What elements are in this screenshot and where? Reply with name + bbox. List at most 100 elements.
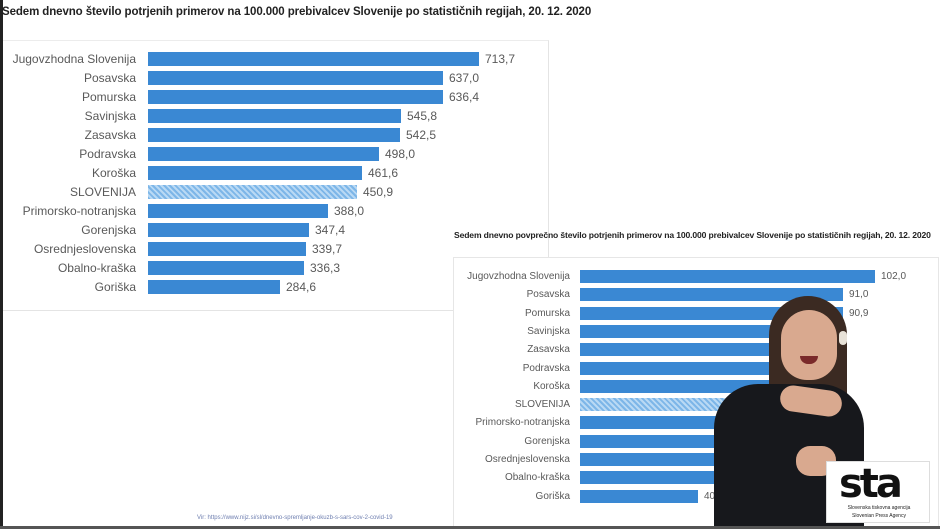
region-bar [148,280,280,294]
region-bar [580,434,723,448]
chart-row: Gorenjska [454,434,729,448]
region-bar [580,288,843,302]
chart-row: SLOVENIJA 450,9 [0,185,393,199]
category-label: Pomurska [524,307,570,319]
chart-row: Obalno-kraška48, [454,471,739,485]
category-label: Podravska [79,147,136,161]
region-bar [580,489,698,503]
national-average-bar [148,185,357,199]
region-bar [580,379,771,393]
chart-row: Primorsko-notranjska 388,0 [0,204,364,218]
value-label: 102,0 [881,271,907,282]
region-bar [148,147,379,161]
chart-row: Savinjska [454,324,812,338]
value-label: 498,0 [385,147,416,161]
value-label: 40,7 [704,491,723,502]
value-label: 284,6 [286,280,317,294]
region-bar [148,128,400,142]
chart-row: Koroška 461,6 [0,166,398,180]
value-label: 545,8 [407,109,438,123]
category-label: Osrednjeslovenska [484,454,570,465]
chart-row: Podravska [454,361,792,375]
chart-row: Zasavska 542,5 [0,128,436,142]
chart-row: Koroška [454,379,777,393]
category-label: Primorsko-notranjska [475,417,570,429]
chart-row: Osrednjeslovenska48, [454,453,740,466]
region-bar [148,166,362,180]
region-bar [580,416,740,430]
chart-row: Gorenjska 347,4 [0,223,345,237]
sta-logo-line1: Slovenska tiskovna agencija [847,505,911,511]
value-label: 388,0 [334,204,365,218]
region-bar [148,223,309,237]
region-bar [580,324,806,338]
category-label: Jugovzhodna Slovenija [467,271,570,282]
value-label: 713,7 [485,52,516,66]
value-label: 636,4 [449,90,480,104]
region-bar [148,261,304,275]
chart1-panel [3,40,549,311]
region-bar [148,204,328,218]
region-bar [148,52,479,66]
category-label: Zasavska [84,128,136,142]
chart-row: Primorsko-notranjska [454,416,746,430]
value-label: 347,4 [315,223,346,237]
chart-row: Goriška 284,6 [0,280,316,294]
value-label: 542,5 [406,128,437,142]
chart-row: Posavska 91,0 [454,288,869,302]
category-label: Gorenjska [524,435,570,447]
interpreter-mouth [800,356,818,364]
category-label: Obalno-kraška [504,472,570,484]
category-label: Primorsko-notranjska [22,204,136,218]
region-bar [148,90,443,104]
source-note: Vir: https://www.nijz.si/sl/dnevno-sprem… [197,515,393,521]
category-label: Posavska [526,289,570,301]
video-frame-edge [0,0,3,529]
region-bar [148,242,306,256]
sta-logo-line2: Slovenian Press Agency [852,513,906,519]
category-label: Koroška [91,166,136,180]
category-label: Savinjska [527,325,570,337]
value-label: 336,3 [310,261,341,275]
category-label: Obalno-kraška [57,261,136,275]
category-label: Savinjska [84,109,136,123]
category-label: Pomurska [81,90,136,104]
category-label: Goriška [94,280,136,294]
value-label: 461,6 [368,166,399,180]
category-label: Koroška [533,380,570,392]
region-bar [580,361,786,375]
sta-logo: sta Slovenska tiskovna agencija Slovenia… [826,461,930,523]
category-label: SLOVENIJA [514,399,570,411]
chart-row: Pomurska 636,4 [0,90,479,104]
chart-row: Obalno-kraška 336,3 [0,261,340,275]
region-bar [580,471,719,485]
category-label: SLOVENIJA [69,185,136,199]
interpreter-face [781,310,837,380]
chart-row: Jugovzhodna Slovenija 713,7 [0,52,515,66]
sta-logo-mark: sta [839,461,903,507]
chart1-bar-chart: Jugovzhodna Slovenija 713,7 Posavska 637,0 P… [0,52,546,302]
category-label: Osrednjeslovenska [33,242,136,256]
headset-icon [839,331,847,345]
category-label: Posavska [83,71,136,85]
value-label: 637,0 [449,71,480,85]
category-label: Gorenjska [81,223,136,237]
region-bar [580,453,720,466]
region-bar [580,343,804,357]
category-label: Zasavska [527,344,570,356]
region-bar [148,109,401,123]
chart-row: Savinjska 545,8 [0,109,437,123]
video-frame-edge [0,526,940,529]
chart-row: Podravska 498,0 [0,147,415,161]
value-label: 339,7 [312,242,343,256]
chart-row: Goriška 40,7 [454,489,723,503]
category-label: Goriška [535,490,570,502]
region-bar [148,71,443,85]
category-label: Jugovzhodna Slovenija [12,52,136,66]
value-label: 91,0 [849,289,869,301]
chart1-title: Sedem dnevno število potrjenih primerov … [2,6,592,18]
chart-row: Posavska 637,0 [0,71,479,85]
chart-row: Zasavska [454,343,810,357]
chart-row: Osrednjeslovenska 339,7 [0,242,342,256]
chart-row: Jugovzhodna Slovenija 102,0 [454,270,906,283]
